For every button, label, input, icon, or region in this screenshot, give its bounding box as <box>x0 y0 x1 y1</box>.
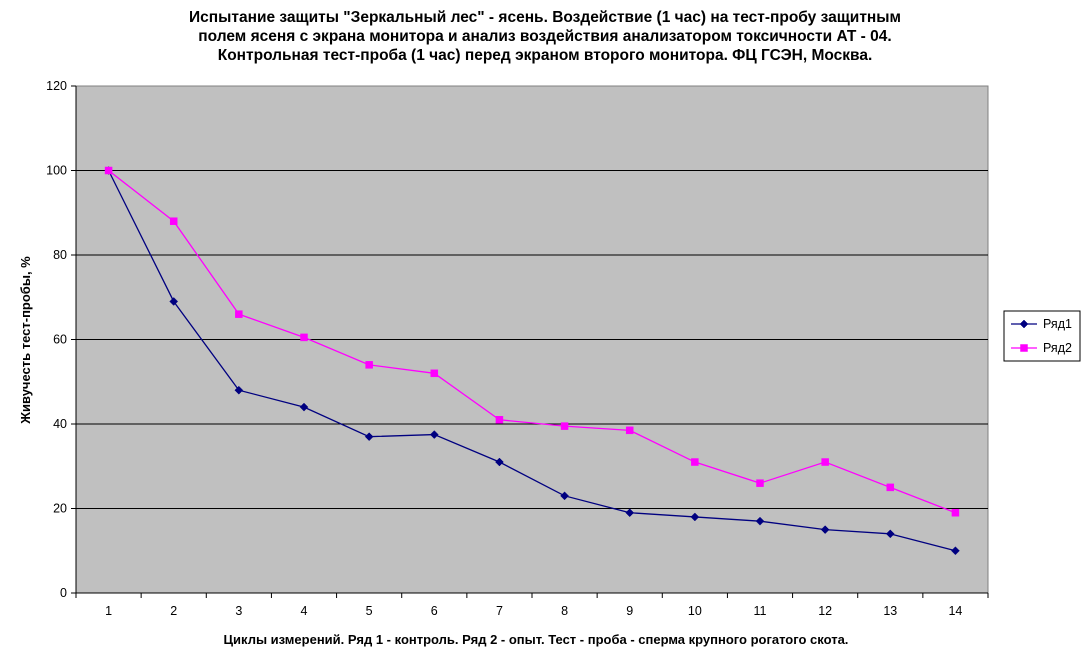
data-point <box>886 483 895 492</box>
data-point <box>364 432 374 442</box>
x-tick-label: 11 <box>754 604 767 618</box>
data-point <box>104 166 113 175</box>
legend-label: Ряд2 <box>1043 341 1072 355</box>
data-point <box>169 217 178 225</box>
x-tick-label: 5 <box>366 604 373 618</box>
chart-title-line-2: полем ясеня с экрана монитора и анализ в… <box>198 28 892 45</box>
data-point <box>755 516 765 526</box>
data-point <box>951 546 960 556</box>
legend-marker <box>1020 344 1028 352</box>
data-point <box>756 479 764 487</box>
data-point <box>625 508 635 518</box>
data-point <box>560 491 569 501</box>
series-2 <box>104 166 960 517</box>
x-axis-title: Циклы измерений. Ряд 1 - контроль. Ряд 2… <box>224 632 849 647</box>
y-tick-label: 60 <box>53 333 67 347</box>
data-point <box>299 402 309 412</box>
x-tick-label: 10 <box>688 604 702 618</box>
data-point <box>560 422 569 430</box>
data-point <box>495 457 504 467</box>
y-tick-label: 100 <box>46 164 67 178</box>
legend-box <box>1003 310 1081 362</box>
data-point <box>951 508 960 517</box>
legend: Ряд1 Ряд2 <box>1003 310 1081 362</box>
data-point <box>365 361 373 369</box>
data-point <box>429 430 439 439</box>
data-point <box>625 426 634 435</box>
chart-title-line-3: Контрольная тест-проба (1 час) перед экр… <box>217 47 873 64</box>
x-tick-label: 3 <box>235 604 242 618</box>
legend-marker <box>1019 319 1029 329</box>
y-tick-label: 0 <box>60 586 67 600</box>
series-line <box>108 169 956 514</box>
x-tick-label: 4 <box>301 604 308 618</box>
data-point <box>169 297 179 306</box>
x-tick-label: 12 <box>818 604 832 618</box>
x-tick-label: 6 <box>431 604 438 618</box>
x-tick-label: 9 <box>626 604 633 618</box>
data-point <box>430 369 439 378</box>
data-point <box>821 458 829 466</box>
data-point <box>300 333 308 342</box>
chart-title-line-1: Испытание защиты "Зеркальный лес" - ясен… <box>189 9 901 26</box>
data-point <box>885 529 895 539</box>
series-1 <box>104 166 960 556</box>
legend-label: Ряд1 <box>1043 317 1072 331</box>
x-tick-label: 1 <box>105 604 112 618</box>
y-tick-label: 80 <box>53 248 67 262</box>
y-axis-title: Живучесть тест-пробы, % <box>18 256 33 425</box>
gridlines <box>76 170 988 509</box>
x-tick-label: 2 <box>170 604 177 618</box>
series-layer <box>104 166 960 556</box>
x-tick-label: 8 <box>561 604 568 618</box>
x-tick-label: 7 <box>496 604 503 618</box>
series-line <box>107 170 956 552</box>
data-point <box>235 310 243 318</box>
data-point <box>691 458 699 466</box>
data-point <box>495 416 504 424</box>
y-tick-label: 20 <box>53 502 67 516</box>
data-point <box>234 385 244 395</box>
chart-title: Испытание защиты "Зеркальный лес" - ясен… <box>60 8 1030 65</box>
data-point <box>690 512 700 522</box>
x-tick-label: 14 <box>948 604 962 618</box>
y-tick-label: 120 <box>46 79 67 93</box>
data-point <box>820 525 830 534</box>
x-tick-label: 13 <box>883 604 897 618</box>
y-tick-label: 40 <box>53 417 67 431</box>
